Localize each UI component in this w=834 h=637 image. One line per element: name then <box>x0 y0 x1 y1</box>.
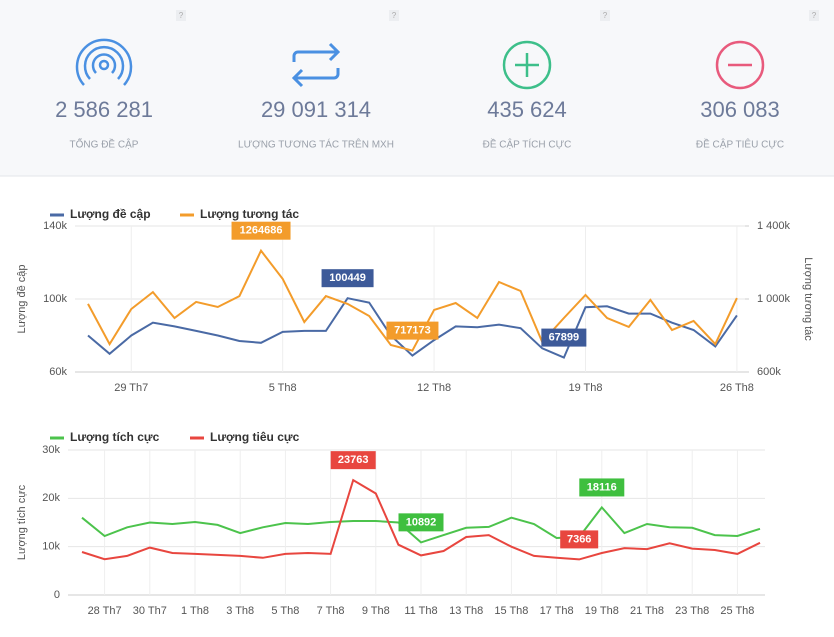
x-tick-label: 13 Th8 <box>449 605 483 617</box>
y2-tick-label: 1 400k <box>757 220 791 232</box>
x-tick-label: 1 Th8 <box>181 605 209 617</box>
x-tick-label: 9 Th8 <box>362 605 390 617</box>
y2-tick-label: 600k <box>757 366 781 378</box>
data-label: 1264686 <box>240 225 283 237</box>
data-label: 10892 <box>406 516 437 528</box>
x-tick-label: 12 Th8 <box>417 382 451 394</box>
data-label-box <box>560 530 599 549</box>
y2-tick-label: 1 000k <box>757 293 791 305</box>
help-text: ? <box>179 11 184 20</box>
stat-value: 435 624 <box>487 97 567 122</box>
data-label-box <box>579 478 625 497</box>
stats-panel <box>0 0 834 176</box>
icon-positive <box>502 40 552 90</box>
stat-label: LƯỢNG TƯƠNG TÁC TRÊN MXH <box>238 138 394 151</box>
y2-axis-title: Lượng tương tác <box>802 257 814 341</box>
y-tick-label: 60k <box>49 366 67 378</box>
x-tick-label: 7 Th8 <box>317 605 345 617</box>
data-label: 67899 <box>549 331 580 343</box>
data-label: 7366 <box>567 533 591 545</box>
legend-label: Lượng tương tác <box>200 207 299 221</box>
data-label-box <box>386 321 439 340</box>
help-text: ? <box>603 11 608 20</box>
help-icon <box>176 10 186 21</box>
x-tick-label: 17 Th8 <box>540 605 574 617</box>
x-tick-label: 28 Th7 <box>88 605 122 617</box>
stat-value: 29 091 314 <box>261 97 371 122</box>
stat-label: ĐỀ CẬP TÍCH CỰC <box>483 138 572 151</box>
data-label-box <box>231 221 291 240</box>
help-text: ? <box>812 11 817 20</box>
data-label-box <box>330 451 376 470</box>
icon-negative <box>715 40 765 90</box>
data-label: 18116 <box>587 481 617 493</box>
legend-label: Lượng tích cực <box>70 430 160 444</box>
x-tick-label: 19 Th8 <box>568 382 602 394</box>
y-tick-label: 100k <box>43 293 67 305</box>
icon-mentions <box>75 38 133 86</box>
data-label: 23763 <box>338 454 369 466</box>
x-tick-label: 11 Th8 <box>404 605 437 617</box>
x-tick-label: 23 Th8 <box>675 605 709 617</box>
y-tick-label: 0 <box>54 589 60 601</box>
data-label-box <box>541 328 587 347</box>
series-line <box>81 505 761 544</box>
y-axis-title: Lượng tích cực <box>16 484 28 560</box>
stat-label: TỔNG ĐỀ CẬP <box>70 138 139 151</box>
x-tick-label: 3 Th8 <box>226 605 254 617</box>
stat-label: ĐỀ CẬP TIÊU CỰC <box>696 138 784 151</box>
data-label-box <box>321 269 374 288</box>
y-axis-title: Lượng đề cập <box>16 264 28 333</box>
stat-value: 2 586 281 <box>55 97 153 122</box>
icon-interactions <box>291 42 341 88</box>
series-line <box>87 248 738 352</box>
series-line <box>81 478 761 561</box>
help-icon <box>809 10 819 21</box>
data-label: 100449 <box>329 272 366 284</box>
stat-value: 306 083 <box>700 97 780 122</box>
legend-label: Lượng đề cập <box>70 207 151 221</box>
x-tick-label: 19 Th8 <box>585 605 619 617</box>
help-icon <box>389 10 399 21</box>
data-label: 717173 <box>394 325 431 337</box>
x-tick-label: 5 Th8 <box>269 382 297 394</box>
x-tick-label: 30 Th7 <box>133 605 167 617</box>
help-text: ? <box>392 11 397 20</box>
data-label-box <box>398 513 444 532</box>
x-tick-label: 21 Th8 <box>630 605 664 617</box>
x-tick-label: 5 Th8 <box>271 605 299 617</box>
y-tick-label: 20k <box>42 492 60 504</box>
legend-label: Lượng tiêu cực <box>210 430 300 444</box>
x-tick-label: 25 Th8 <box>720 605 754 617</box>
x-tick-label: 15 Th8 <box>494 605 528 617</box>
x-tick-label: 26 Th8 <box>720 382 754 394</box>
series-line <box>87 297 738 359</box>
y-tick-label: 30k <box>42 444 60 456</box>
x-tick-label: 29 Th7 <box>114 382 148 394</box>
help-icon <box>600 10 610 21</box>
y-tick-label: 10k <box>42 541 60 553</box>
y-tick-label: 140k <box>43 220 67 232</box>
